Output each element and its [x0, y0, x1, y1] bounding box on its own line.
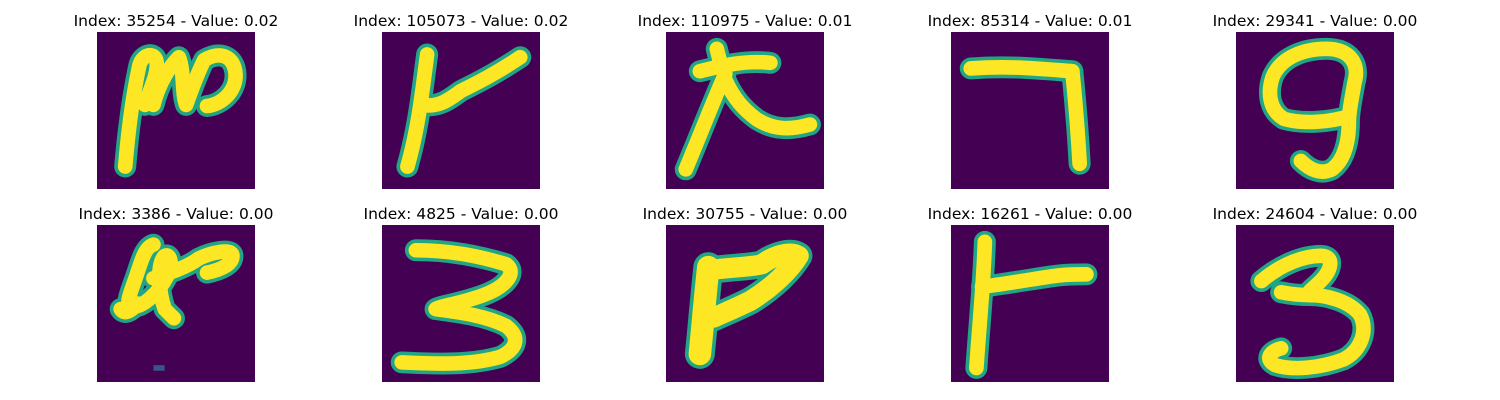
panel-6: Index: 3386 - Value: 0.00 — [46, 203, 306, 388]
digit-image-1 — [97, 32, 255, 189]
panel-title: Index: 110975 - Value: 0.01 — [637, 12, 853, 30]
panel-2: Index: 105073 - Value: 0.02 — [331, 10, 591, 195]
panel-title: Index: 35254 - Value: 0.02 — [73, 12, 279, 30]
panel-10: Index: 24604 - Value: 0.00 — [1185, 203, 1445, 388]
digit-image-5 — [1236, 32, 1394, 189]
digit-image-8 — [666, 225, 824, 382]
panel-title: Index: 85314 - Value: 0.01 — [927, 12, 1133, 30]
panel-3: Index: 110975 - Value: 0.01 — [615, 10, 875, 195]
panel-title: Index: 3386 - Value: 0.00 — [78, 205, 274, 223]
digit-image-9 — [951, 225, 1109, 382]
panel-title: Index: 105073 - Value: 0.02 — [353, 12, 569, 30]
panel-4: Index: 85314 - Value: 0.01 — [900, 10, 1160, 195]
panel-title: Index: 16261 - Value: 0.00 — [927, 205, 1133, 223]
digit-image-10 — [1236, 225, 1394, 382]
digit-image-6 — [97, 225, 255, 382]
panel-1: Index: 35254 - Value: 0.02 — [46, 10, 306, 195]
panel-5: Index: 29341 - Value: 0.00 — [1185, 10, 1445, 195]
panel-7: Index: 4825 - Value: 0.00 — [331, 203, 591, 388]
panel-title: Index: 4825 - Value: 0.00 — [363, 205, 559, 223]
digit-image-3 — [666, 32, 824, 189]
digit-image-4 — [951, 32, 1109, 189]
digit-image-2 — [382, 32, 540, 189]
panel-title: Index: 29341 - Value: 0.00 — [1212, 12, 1418, 30]
panel-title: Index: 24604 - Value: 0.00 — [1212, 205, 1418, 223]
panel-8: Index: 30755 - Value: 0.00 — [615, 203, 875, 388]
digit-image-7 — [382, 225, 540, 382]
panel-title: Index: 30755 - Value: 0.00 — [642, 205, 848, 223]
panel-9: Index: 16261 - Value: 0.00 — [900, 203, 1160, 388]
